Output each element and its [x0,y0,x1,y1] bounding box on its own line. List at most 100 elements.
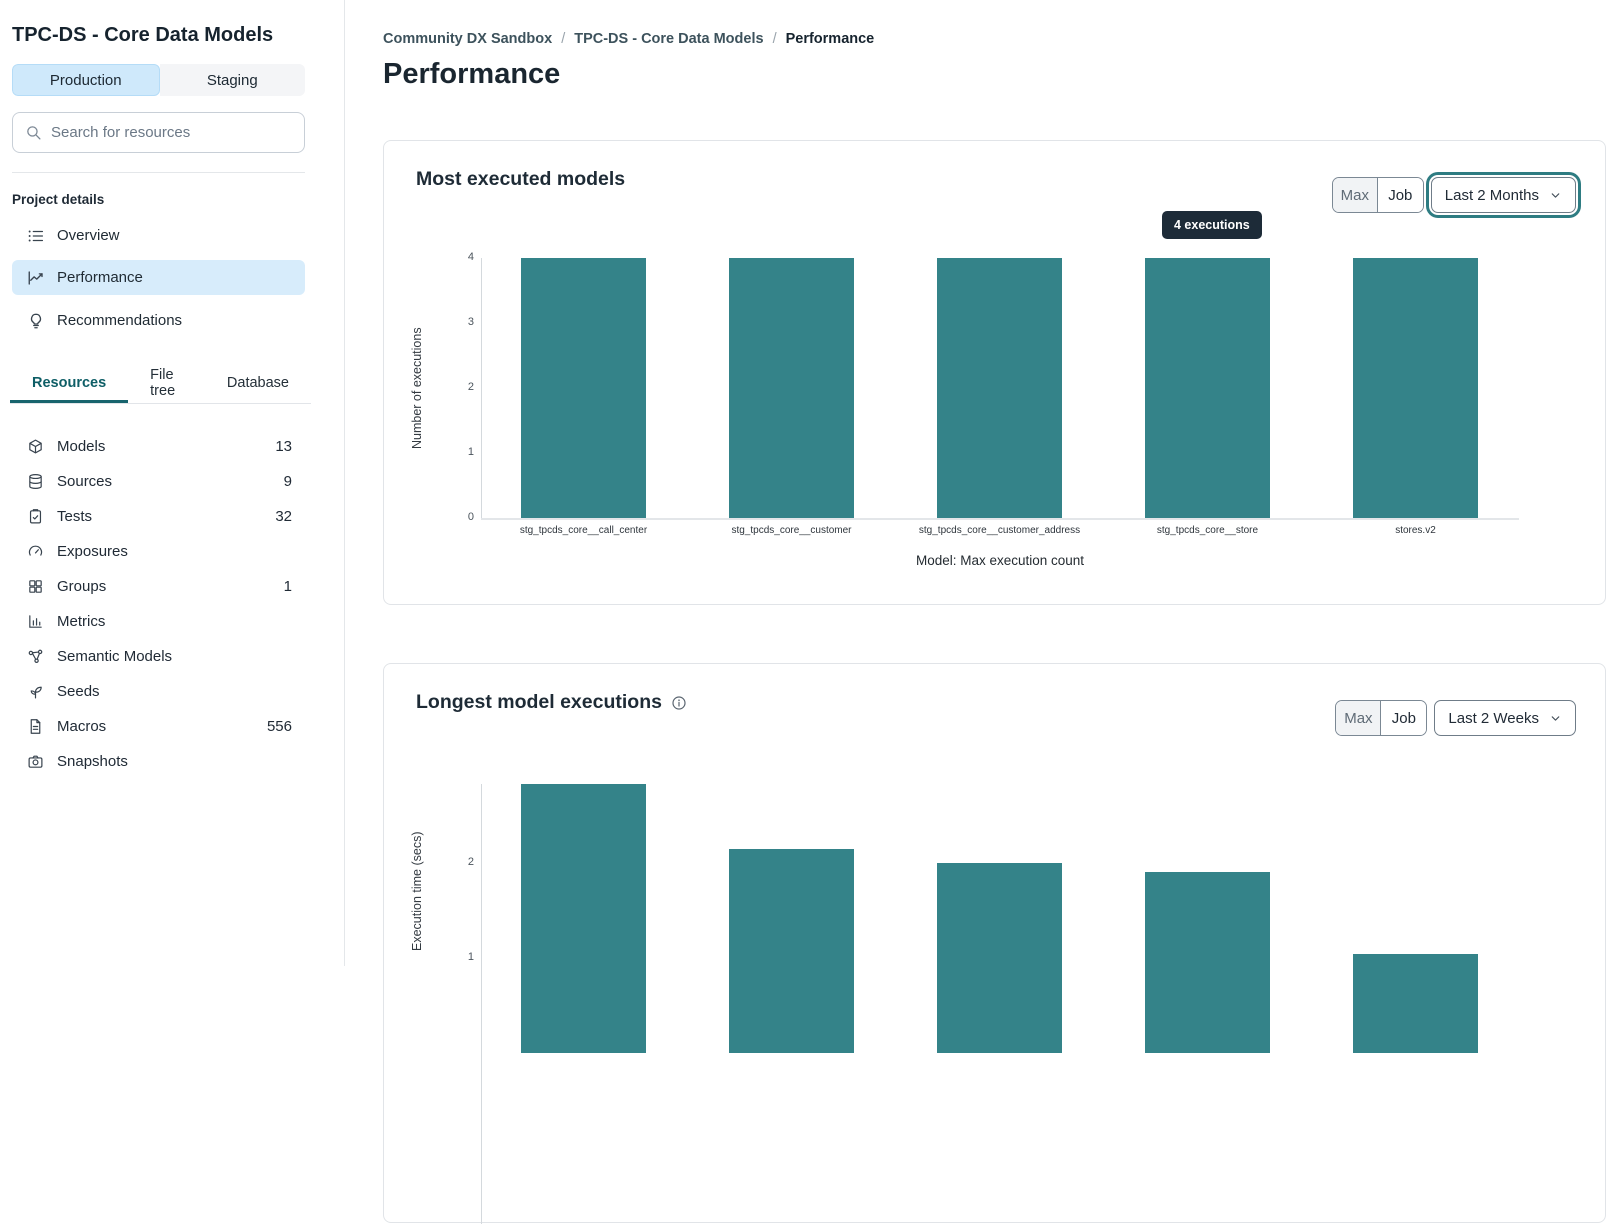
time-range-dropdown[interactable]: Last 2 Weeks [1434,700,1576,736]
tab-resources[interactable]: Resources [10,366,129,403]
bar[interactable] [521,784,646,1053]
resource-label: Groups [57,578,107,595]
resource-count: 13 [275,438,292,455]
y-axis-tick-label: 4 [467,251,474,263]
file-text-icon [27,718,44,735]
tab-database[interactable]: Database [226,375,289,391]
resource-label: Seeds [57,683,100,700]
sidebar-item-performance[interactable]: Performance [12,260,305,295]
gauge-icon [27,543,44,560]
environment-switcher: Production Staging [12,64,305,96]
bar[interactable] [729,849,854,1053]
resource-row-snapshots[interactable]: Snapshots [12,744,300,779]
max-button[interactable]: Max [1332,178,1378,212]
sidebar-item-overview[interactable]: Overview [12,218,305,253]
bar[interactable] [1353,258,1478,518]
clipboard-check-icon [27,508,44,525]
chart-controls: Max Job Last 2 Weeks [1335,700,1576,736]
resource-row-groups[interactable]: Groups 1 [12,569,300,604]
page-title: Performance [383,58,561,90]
y-axis [481,258,482,519]
x-axis-tick-label: stg_tpcds_core__customer_address [918,525,1081,536]
sidebar-item-recommendations[interactable]: Recommendations [12,303,305,338]
resource-label: Sources [57,473,113,490]
bar[interactable] [1145,258,1270,518]
time-range-value: Last 2 Months [1444,186,1539,204]
breadcrumb-current: Performance [785,31,875,47]
longest-model-executions-card: Longest model executions Max Job Last 2 … [383,663,1606,1224]
list-icon [27,227,45,245]
grid-icon [27,578,44,595]
main-content: Community DX Sandbox / TPC-DS - Core Dat… [346,0,1621,1224]
bar[interactable] [937,258,1062,518]
project-details-label: Project details [12,192,105,207]
resource-label: Models [57,438,106,455]
sidebar-divider [12,172,305,173]
breadcrumb-project[interactable]: TPC-DS - Core Data Models [574,31,764,47]
resource-row-tests[interactable]: Tests 32 [12,499,300,534]
database-icon [27,473,44,490]
y-axis-title: Execution time (secs) [410,831,424,951]
job-button[interactable]: Job [1377,178,1423,212]
resource-label: Metrics [57,613,106,630]
time-range-dropdown[interactable]: Last 2 Months [1430,177,1576,213]
resource-count: 1 [283,578,292,595]
y-axis [481,784,482,1224]
y-axis-tick-label: 0 [467,511,474,523]
max-job-toggle: Max Job [1331,177,1424,213]
y-axis-tick-label: 1 [467,951,474,963]
resource-label: Snapshots [57,753,128,770]
resource-label: Tests [57,508,93,525]
info-icon[interactable] [671,695,687,711]
seedling-icon [27,683,44,700]
bar-chart: Execution time (secs) 1 2 [384,664,1605,1224]
time-range-value: Last 2 Weeks [1448,709,1539,727]
bar-chart-icon [27,613,44,630]
bar-tooltip: 4 executions [1162,211,1262,239]
line-chart-icon [27,269,45,287]
bar[interactable] [937,863,1062,1053]
resource-row-models[interactable]: Models 13 [12,429,300,464]
resource-row-sources[interactable]: Sources 9 [12,464,300,499]
y-axis-tick-label: 2 [467,856,474,868]
resource-row-seeds[interactable]: Seeds [12,674,300,709]
cube-icon [27,438,44,455]
y-axis-tick-label: 3 [467,316,474,328]
tab-file-tree[interactable]: File tree [150,367,176,399]
resource-row-exposures[interactable]: Exposures [12,534,300,569]
env-tab-staging[interactable]: Staging [159,64,305,96]
project-title: TPC-DS - Core Data Models [12,24,274,46]
chart-controls: Max Job Last 2 Months [1331,177,1576,213]
bar[interactable] [1353,954,1478,1053]
chevron-down-icon [1549,712,1562,725]
y-axis-tick-label: 1 [467,446,474,458]
y-axis-title: Number of executions [410,327,424,449]
chart-title-text: Most executed models [416,168,626,190]
search-icon [25,124,42,141]
chevron-down-icon [1549,189,1562,202]
project-sidebar: TPC-DS - Core Data Models Production Sta… [0,0,345,966]
bar[interactable] [1145,872,1270,1053]
search-input[interactable] [51,124,292,141]
resource-count: 9 [283,473,292,490]
resource-row-metrics[interactable]: Metrics [12,604,300,639]
breadcrumb-account[interactable]: Community DX Sandbox [383,31,553,47]
sidebar-item-label: Recommendations [57,312,183,329]
resource-row-semantic-models[interactable]: Semantic Models [12,639,300,674]
x-axis-tick-label: stg_tpcds_core__customer [731,525,852,536]
env-tab-production[interactable]: Production [12,64,160,96]
bar[interactable] [729,258,854,518]
x-axis-tick-label: stg_tpcds_core__store [1156,525,1259,536]
resource-row-macros[interactable]: Macros 556 [12,709,300,744]
bar[interactable] [521,258,646,518]
x-axis-tick-label: stg_tpcds_core__call_center [519,525,648,536]
network-icon [27,648,44,665]
resource-search[interactable] [12,112,305,153]
breadcrumb-separator: / [772,31,777,47]
resource-label: Semantic Models [57,648,173,665]
max-button[interactable]: Max [1336,701,1382,735]
y-axis-tick-label: 2 [467,381,474,393]
resource-tabs: Resources File tree Database [10,366,311,404]
job-button[interactable]: Job [1381,701,1427,735]
sidebar-item-label: Performance [57,269,143,286]
